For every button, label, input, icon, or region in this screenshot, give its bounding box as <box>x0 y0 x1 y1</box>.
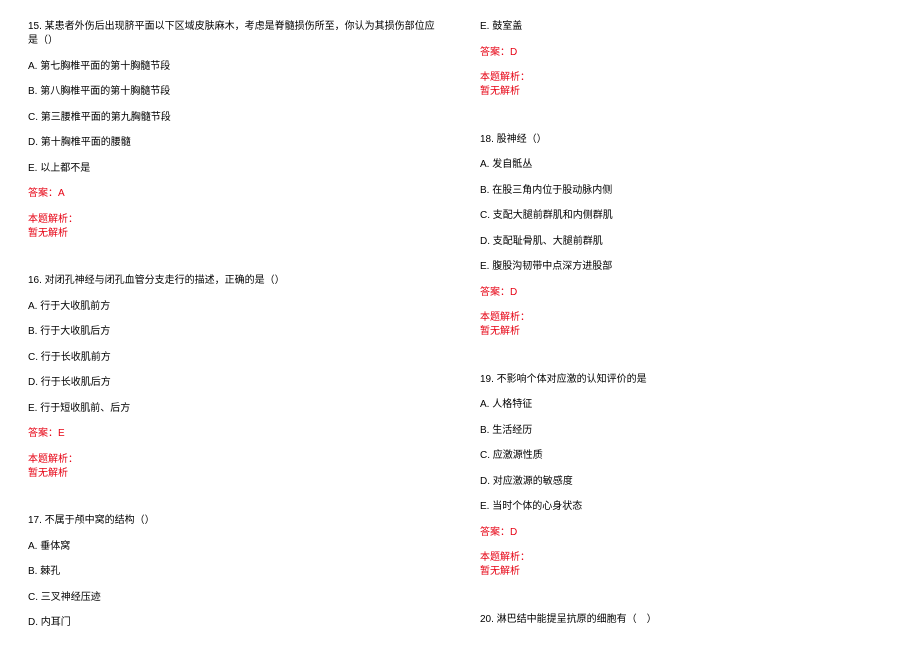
document-page: 15. 某患者外伤后出现脐平面以下区域皮肤麻木，考虑是脊髓损伤所至，你认为其损伤… <box>0 0 920 662</box>
q19-option-c: C. 应激源性质 <box>480 449 892 463</box>
q15-option-c: C. 第三腰椎平面的第九胸髓节段 <box>28 111 440 125</box>
q16-option-a: A. 行于大收肌前方 <box>28 300 440 314</box>
q19-option-b: B. 生活经历 <box>480 424 892 438</box>
q16-option-e: E. 行于短收肌前、后方 <box>28 402 440 416</box>
q18-option-b: B. 在股三角内位于股动脉内侧 <box>480 184 892 198</box>
q17-answer: 答案：D <box>480 46 892 60</box>
q16-analysis-label: 本题解析： <box>28 453 440 467</box>
q19-answer: 答案：D <box>480 526 892 540</box>
q18-option-e: E. 腹股沟韧带中点深方进股部 <box>480 260 892 274</box>
q19-analysis-label: 本题解析： <box>480 551 892 565</box>
q17-option-d: D. 内耳门 <box>28 616 440 630</box>
q16-answer: 答案：E <box>28 427 440 441</box>
q16-option-d: D. 行于长收肌后方 <box>28 376 440 390</box>
q18-analysis-label: 本题解析： <box>480 311 892 325</box>
q18-option-c: C. 支配大腿前群肌和内侧群肌 <box>480 209 892 223</box>
q19-analysis-text: 暂无解析 <box>480 565 892 579</box>
q15-question: 15. 某患者外伤后出现脐平面以下区域皮肤麻木，考虑是脊髓损伤所至，你认为其损伤… <box>28 20 440 48</box>
q17-option-c: C. 三叉神经压迹 <box>28 591 440 605</box>
q15-analysis-text: 暂无解析 <box>28 227 440 241</box>
q18-analysis-text: 暂无解析 <box>480 325 892 339</box>
q15-option-b: B. 第八胸椎平面的第十胸髓节段 <box>28 85 440 99</box>
q18-option-a: A. 发自骶丛 <box>480 158 892 172</box>
q16-analysis-text: 暂无解析 <box>28 467 440 481</box>
spacer <box>28 252 440 274</box>
q16-option-b: B. 行于大收肌后方 <box>28 325 440 339</box>
q19-option-d: D. 对应激源的敏感度 <box>480 475 892 489</box>
q20-question: 20. 淋巴结中能提呈抗原的细胞有（ ） <box>480 613 892 627</box>
spacer <box>480 111 892 133</box>
q15-option-e: E. 以上都不是 <box>28 162 440 176</box>
q18-answer: 答案：D <box>480 286 892 300</box>
spacer <box>480 351 892 373</box>
q15-option-d: D. 第十胸椎平面的腰髓 <box>28 136 440 150</box>
q16-question: 16. 对闭孔神经与闭孔血管分支走行的描述，正确的是（） <box>28 274 440 288</box>
q16-option-c: C. 行于长收肌前方 <box>28 351 440 365</box>
q15-analysis-label: 本题解析： <box>28 213 440 227</box>
q15-option-a: A. 第七胸椎平面的第十胸髓节段 <box>28 60 440 74</box>
q17-question: 17. 不属于颅中窝的结构（） <box>28 514 440 528</box>
q19-option-e: E. 当时个体的心身状态 <box>480 500 892 514</box>
q17-option-a: A. 垂体窝 <box>28 540 440 554</box>
q19-question: 19. 不影响个体对应激的认知评价的是 <box>480 373 892 387</box>
column-left: 15. 某患者外伤后出现脐平面以下区域皮肤麻木，考虑是脊髓损伤所至，你认为其损伤… <box>28 20 440 642</box>
spacer <box>28 492 440 514</box>
q17-option-b: B. 棘孔 <box>28 565 440 579</box>
q19-option-a: A. 人格特征 <box>480 398 892 412</box>
q17-option-e: E. 鼓室盖 <box>480 20 892 34</box>
q17-analysis-label: 本题解析： <box>480 71 892 85</box>
q18-question: 18. 股神经（） <box>480 133 892 147</box>
column-right: E. 鼓室盖 答案：D 本题解析： 暂无解析 18. 股神经（） A. 发自骶丛… <box>480 20 892 642</box>
q18-option-d: D. 支配耻骨肌、大腿前群肌 <box>480 235 892 249</box>
spacer <box>480 591 892 613</box>
q15-answer: 答案：A <box>28 187 440 201</box>
q17-analysis-text: 暂无解析 <box>480 85 892 99</box>
